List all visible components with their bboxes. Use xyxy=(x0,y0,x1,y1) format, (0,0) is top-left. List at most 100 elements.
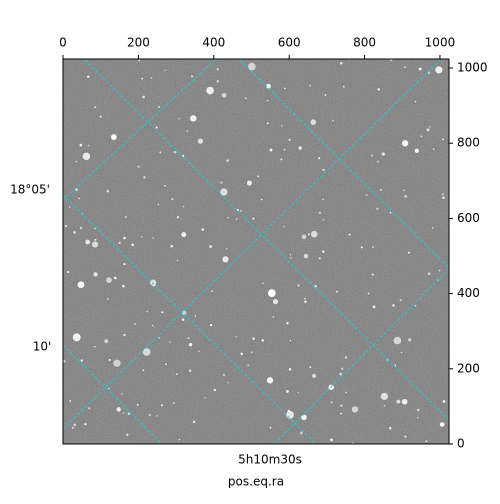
star xyxy=(209,245,212,248)
star xyxy=(301,414,307,421)
star xyxy=(322,218,325,221)
star xyxy=(126,433,129,436)
star xyxy=(322,168,325,172)
star xyxy=(176,215,180,219)
star xyxy=(171,198,174,201)
star xyxy=(143,176,146,179)
star xyxy=(396,399,401,404)
star xyxy=(108,387,110,390)
star xyxy=(330,401,333,404)
star xyxy=(123,263,126,266)
frame xyxy=(62,58,450,445)
star xyxy=(79,226,83,230)
star xyxy=(182,205,185,208)
star xyxy=(280,158,283,161)
star xyxy=(286,322,289,325)
star xyxy=(222,256,229,263)
star xyxy=(198,350,200,352)
star xyxy=(148,413,152,417)
star xyxy=(401,140,409,147)
star xyxy=(377,88,380,91)
star xyxy=(425,440,428,443)
star xyxy=(314,284,317,288)
star xyxy=(400,351,403,354)
x-tick-label: 200 xyxy=(127,36,150,50)
star xyxy=(88,407,91,410)
star xyxy=(146,310,149,313)
star xyxy=(175,373,178,376)
star xyxy=(442,196,445,200)
star xyxy=(209,324,213,327)
star xyxy=(106,298,109,300)
star xyxy=(94,238,97,241)
star xyxy=(176,259,179,262)
star xyxy=(244,97,247,100)
star xyxy=(432,148,435,151)
star xyxy=(297,284,300,287)
star xyxy=(69,400,72,402)
star xyxy=(260,198,263,201)
star xyxy=(142,348,151,356)
star xyxy=(266,122,269,125)
star xyxy=(441,193,444,196)
star xyxy=(157,203,160,206)
star xyxy=(340,62,343,65)
star xyxy=(220,188,228,196)
star xyxy=(172,402,175,404)
star xyxy=(408,338,412,342)
star xyxy=(420,135,423,138)
dec-tick-label: 18°05' xyxy=(10,183,50,197)
star xyxy=(318,257,321,260)
star xyxy=(69,206,71,208)
star xyxy=(116,407,121,412)
star xyxy=(75,160,78,163)
star xyxy=(312,373,317,378)
star xyxy=(330,438,333,442)
star xyxy=(213,388,217,392)
star xyxy=(414,304,417,307)
star xyxy=(161,311,164,314)
star xyxy=(104,339,109,344)
star xyxy=(309,366,312,369)
star xyxy=(113,276,117,280)
star xyxy=(304,300,307,303)
star xyxy=(414,148,419,153)
star xyxy=(331,119,334,122)
star xyxy=(155,126,158,129)
star xyxy=(142,95,145,99)
star xyxy=(372,305,376,309)
star xyxy=(310,230,318,238)
star xyxy=(141,77,144,80)
star xyxy=(123,236,126,240)
star xyxy=(309,84,312,87)
star xyxy=(136,403,139,406)
star xyxy=(124,215,127,219)
star xyxy=(159,151,162,154)
x-tick-label: 600 xyxy=(278,36,301,50)
star xyxy=(439,422,445,427)
star xyxy=(170,244,174,248)
star xyxy=(348,233,351,236)
star xyxy=(261,339,264,342)
star xyxy=(235,218,238,220)
star xyxy=(248,62,256,71)
star xyxy=(310,119,317,125)
star xyxy=(399,299,402,302)
star xyxy=(216,68,219,71)
star xyxy=(381,152,385,156)
star xyxy=(142,369,145,372)
sky-image xyxy=(63,59,449,444)
star xyxy=(141,236,143,238)
star xyxy=(272,299,279,305)
star xyxy=(284,87,286,90)
star xyxy=(401,398,408,405)
star xyxy=(188,342,193,347)
star xyxy=(137,165,140,168)
star xyxy=(389,211,392,214)
star xyxy=(165,363,167,365)
star xyxy=(304,297,307,300)
star xyxy=(335,290,338,293)
star xyxy=(150,279,157,286)
star xyxy=(269,148,273,152)
star xyxy=(173,150,177,154)
